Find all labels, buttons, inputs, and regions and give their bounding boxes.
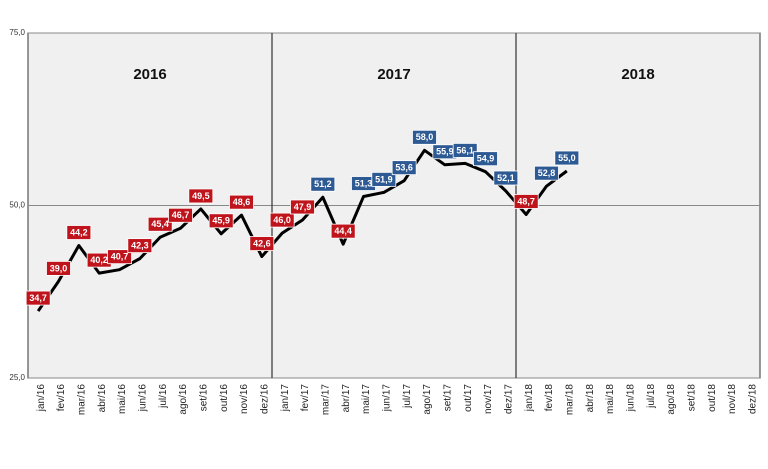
value-label: 46,0 [273,215,291,225]
x-tick-label: mai/16 [117,384,128,414]
value-label-box [473,151,498,167]
value-label-box [391,160,417,176]
value-label-box [147,216,173,232]
value-label-box [249,236,275,251]
year-label: 2018 [621,66,654,83]
value-label: 45,9 [212,216,230,226]
value-label: 45,4 [151,219,169,229]
year-label: 2016 [133,66,166,83]
value-label-box [554,150,580,166]
x-tick-label: fev/18 [544,384,555,412]
x-tick-label: ago/17 [422,384,433,415]
x-tick-label: set/17 [442,384,453,412]
value-label: 55,9 [436,147,454,157]
value-label-box [188,188,214,204]
value-label: 42,3 [131,241,149,251]
x-tick-label: nov/16 [239,384,250,414]
x-tick-label: fev/17 [300,384,311,412]
x-tick-label: jul/17 [402,384,413,409]
x-tick-label: nov/17 [483,384,494,414]
value-label: 46,7 [172,210,190,220]
x-tick-label: out/16 [219,384,230,412]
value-label-box [46,260,71,276]
x-tick-label: jun/17 [381,384,392,413]
y-tick-label: 50,0 [9,201,25,210]
value-label: 53,6 [395,163,413,173]
value-label: 52,1 [497,173,515,183]
year-label: 2017 [377,66,410,83]
value-label-box [107,249,132,265]
value-label: 58,0 [416,132,434,142]
value-label: 39,0 [50,263,68,273]
x-tick-label: out/17 [463,384,474,412]
x-tick-label: out/18 [707,384,718,412]
value-label-box [493,170,519,186]
value-label-box [127,238,153,254]
value-label: 51,2 [314,179,332,189]
value-label: 42,6 [253,238,271,248]
x-tick-label: abr/18 [585,384,596,413]
value-label: 44,2 [70,227,88,237]
value-label: 40,2 [90,255,108,265]
value-label-box [168,207,193,223]
value-label-box [534,165,559,181]
x-tick-label: ago/16 [178,384,189,415]
value-label-box [269,212,295,228]
x-tick-label: nov/18 [727,384,738,414]
value-label-box [513,194,539,209]
x-tick-label: ago/18 [666,384,677,415]
x-tick-label: fev/16 [56,384,67,412]
x-tick-label: jan/17 [280,384,291,413]
x-tick-label: set/16 [198,384,209,412]
value-label-box [452,143,478,158]
value-label: 48,7 [517,196,535,206]
x-tick-label: jul/18 [646,384,657,409]
data-line [36,148,568,312]
x-tick-label: mar/17 [320,384,331,416]
value-label-box [66,225,92,240]
value-label: 49,5 [192,191,210,201]
x-tick-label: jun/16 [137,384,148,413]
x-tick-label: jul/16 [158,384,169,409]
value-label: 48,6 [233,197,251,207]
value-label-box [208,213,234,229]
value-label: 54,9 [477,154,495,164]
x-tick-label: mar/18 [564,384,575,416]
x-tick-label: mar/16 [76,384,87,416]
value-label: 44,4 [334,226,352,236]
value-label: 52,8 [538,168,556,178]
value-label-box [330,223,356,239]
value-label-box [229,194,254,210]
value-label-box [25,290,51,306]
value-label: 34,7 [29,293,47,303]
value-label-box [371,171,397,187]
x-tick-label: set/18 [686,384,697,412]
x-tick-label: dez/16 [259,384,270,414]
x-tick-label: jan/16 [36,384,47,413]
value-label: 51,9 [375,174,393,184]
y-tick-label: 75,0 [9,28,25,37]
y-tick-label: 25,0 [9,373,25,382]
x-tick-label: jan/18 [524,384,535,413]
x-tick-label: dez/18 [747,384,758,414]
x-tick-label: dez/17 [503,384,514,414]
value-label-box [290,199,315,215]
x-tick-label: mai/18 [605,384,616,414]
x-tick-label: abr/16 [97,384,108,413]
value-label: 51,3 [355,178,373,188]
value-label: 40,7 [111,252,129,262]
value-label: 47,9 [294,202,312,212]
x-tick-label: mai/17 [361,384,372,414]
x-tick-label: abr/17 [341,384,352,413]
value-label: 56,1 [456,145,474,155]
x-tick-label: jun/18 [625,384,636,413]
value-label: 55,0 [558,153,576,163]
value-label-box [310,176,336,192]
value-label-box [412,129,437,145]
